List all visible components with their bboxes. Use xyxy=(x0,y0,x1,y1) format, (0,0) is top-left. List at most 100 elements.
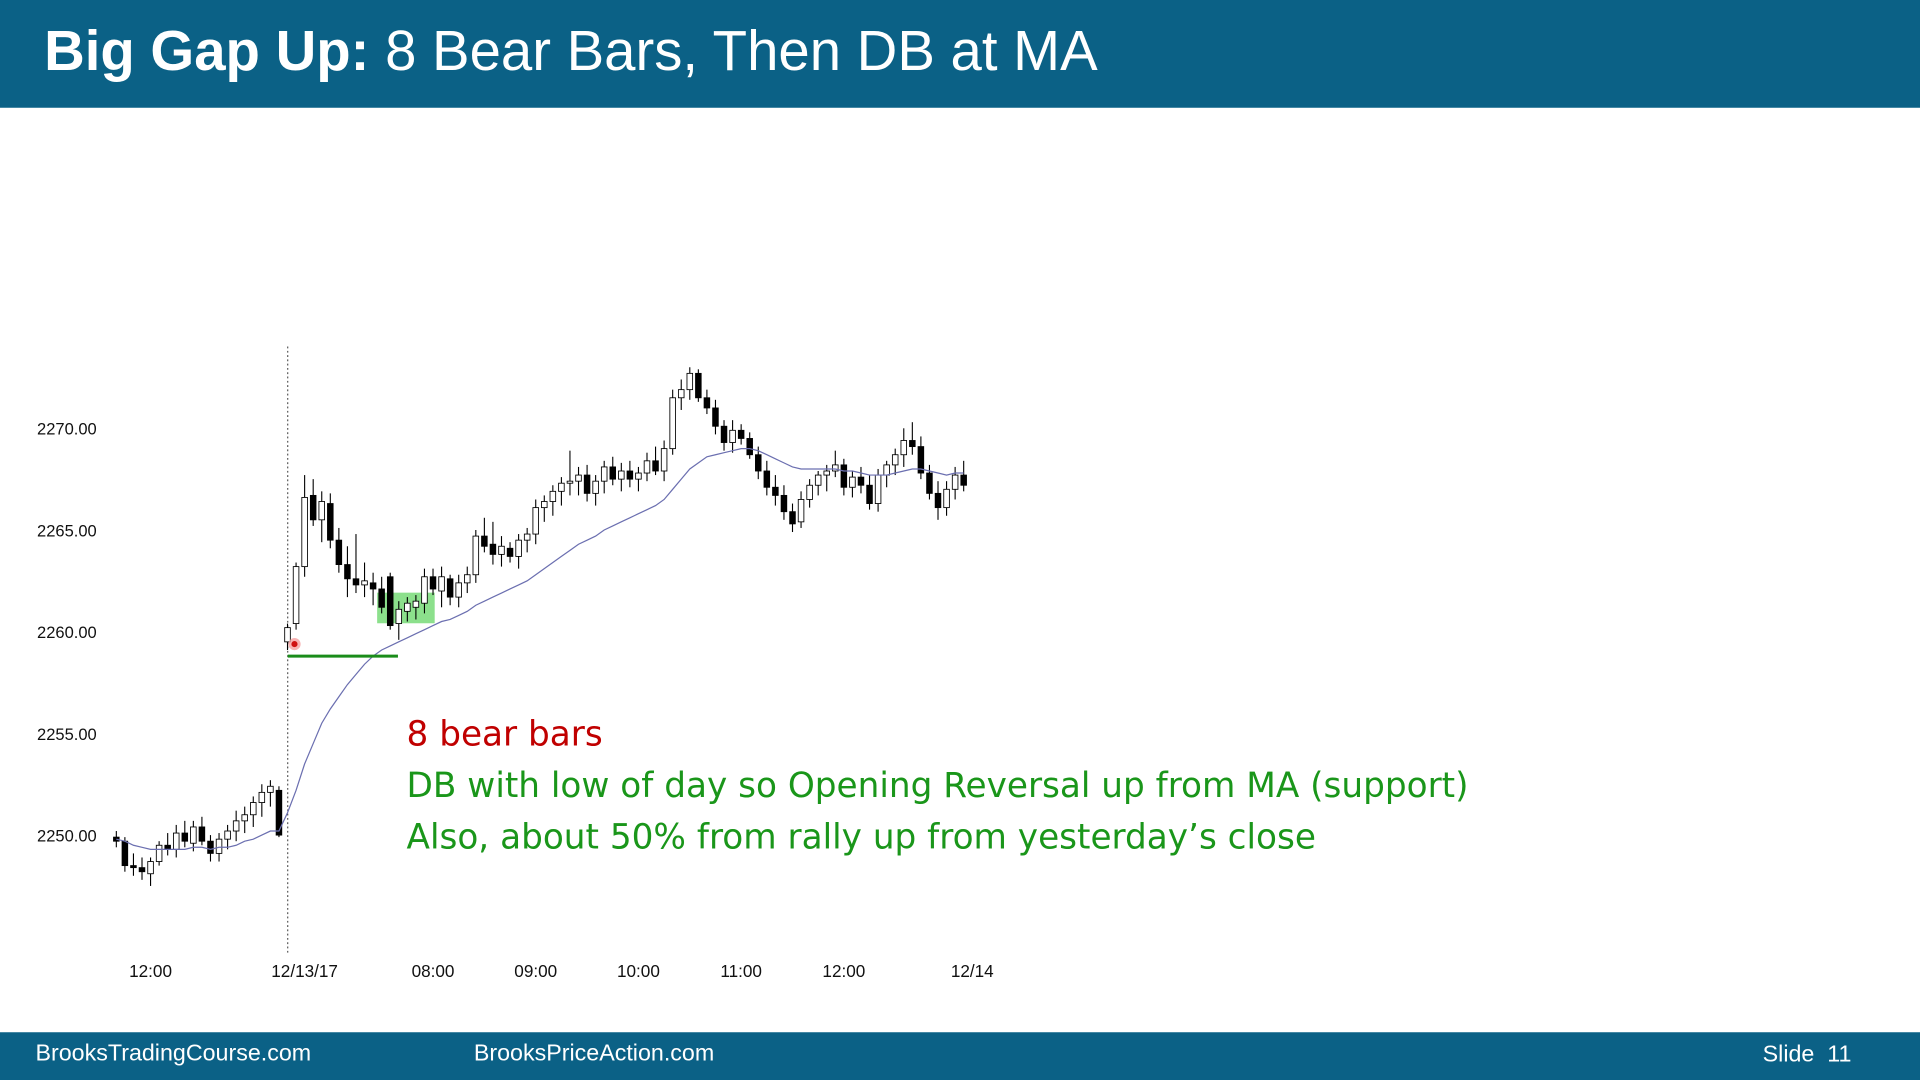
x-tick-label: 11:00 xyxy=(720,961,762,981)
annotation: DB with low of day so Opening Reversal u… xyxy=(407,766,1469,806)
candle-body xyxy=(155,844,163,862)
candle-body xyxy=(652,460,659,472)
candle-body xyxy=(558,482,565,492)
candle-body xyxy=(566,480,574,484)
candle-body xyxy=(250,802,257,816)
candle-body xyxy=(309,494,317,521)
candle-body xyxy=(900,440,908,456)
candle-body xyxy=(284,627,291,643)
candle-body xyxy=(361,580,368,586)
x-tick-label: 12:00 xyxy=(129,961,172,981)
candle-body xyxy=(909,440,916,448)
footer-middle: BrooksPriceAction.com xyxy=(474,1039,714,1065)
candle-body xyxy=(138,867,146,873)
candle-body xyxy=(369,582,377,590)
candle-body xyxy=(712,407,719,427)
candle-body xyxy=(172,832,180,850)
candle-body xyxy=(592,480,599,494)
candle-body xyxy=(814,474,822,486)
candle-body xyxy=(421,576,428,604)
moving-average xyxy=(116,448,964,850)
candle-body xyxy=(695,372,702,399)
candle-body xyxy=(609,466,617,480)
candle-body xyxy=(960,474,967,486)
header-band xyxy=(0,0,1920,108)
y-tick-label: 2255.00 xyxy=(37,725,97,744)
candle-body xyxy=(267,785,274,793)
candle-body xyxy=(626,470,634,480)
candle-body xyxy=(404,602,411,612)
candle-body xyxy=(198,826,206,842)
candle-body xyxy=(755,454,762,472)
candle-body xyxy=(523,533,531,541)
candle-body xyxy=(327,503,334,541)
candle-body xyxy=(130,865,137,869)
candle-body xyxy=(515,539,522,557)
candle-body xyxy=(301,497,308,568)
x-tick-label: 10:00 xyxy=(617,961,660,981)
candle-body xyxy=(455,582,462,598)
candle-body xyxy=(832,464,839,472)
slide-title: Big Gap Up: 8 Bear Bars, Then DB at MA xyxy=(44,19,1098,82)
candle-body xyxy=(891,454,899,466)
candle-body xyxy=(506,547,514,557)
annotation: 8 bear bars xyxy=(407,714,603,754)
title-rest: 8 Bear Bars, Then DB at MA xyxy=(369,19,1098,82)
candle-body xyxy=(857,476,865,486)
annotation: Also, about 50% from rally up from yeste… xyxy=(407,817,1316,857)
candle-body xyxy=(686,372,694,391)
candle-body xyxy=(258,791,266,803)
candle-body xyxy=(797,499,805,523)
candle-body xyxy=(703,397,711,409)
candle-body xyxy=(806,484,813,500)
candle-body xyxy=(600,466,608,482)
candle-body xyxy=(926,472,933,494)
candle-body xyxy=(215,838,223,854)
candle-body xyxy=(823,470,830,476)
candle-body xyxy=(772,486,779,496)
candle-body xyxy=(866,484,873,504)
candle-body xyxy=(464,574,471,584)
candle-body xyxy=(429,576,437,590)
y-tick-label: 2270.00 xyxy=(37,420,97,439)
candle-body xyxy=(207,840,214,854)
candle-body xyxy=(481,535,488,547)
candle-body xyxy=(489,543,497,555)
candle-body xyxy=(147,861,154,875)
candle-body xyxy=(780,494,788,513)
candle-body xyxy=(292,566,300,624)
candle-body xyxy=(746,438,753,456)
x-tick-label: 12:00 xyxy=(822,961,865,981)
candle-body xyxy=(635,472,642,480)
candle-body xyxy=(763,470,771,488)
candle-body xyxy=(934,492,942,509)
candle-body xyxy=(352,578,360,586)
candle-body xyxy=(181,832,189,842)
candle-body xyxy=(669,397,676,450)
candle-body xyxy=(344,564,351,580)
candle-body xyxy=(412,600,420,608)
x-tick-label: 08:00 xyxy=(412,961,455,981)
candle-body xyxy=(438,576,445,592)
candle-body xyxy=(472,535,480,576)
candle-body xyxy=(318,501,325,521)
candle-body xyxy=(378,588,385,608)
candle-body xyxy=(232,820,240,832)
candle-body xyxy=(943,488,950,509)
x-tick-label: 09:00 xyxy=(514,961,557,981)
candle-body xyxy=(446,578,454,598)
x-tick-label: 12/14 xyxy=(951,961,994,981)
y-tick-label: 2260.00 xyxy=(37,623,97,642)
candle-body xyxy=(951,474,959,490)
candle-body xyxy=(275,789,283,836)
candle-body xyxy=(660,448,668,472)
candle-body xyxy=(874,474,882,504)
candle-body xyxy=(224,830,231,840)
candle-body xyxy=(840,464,848,488)
candle-body xyxy=(241,814,248,822)
candle-body xyxy=(729,429,736,443)
candle-body xyxy=(575,474,582,482)
cursor-dot xyxy=(291,641,298,648)
